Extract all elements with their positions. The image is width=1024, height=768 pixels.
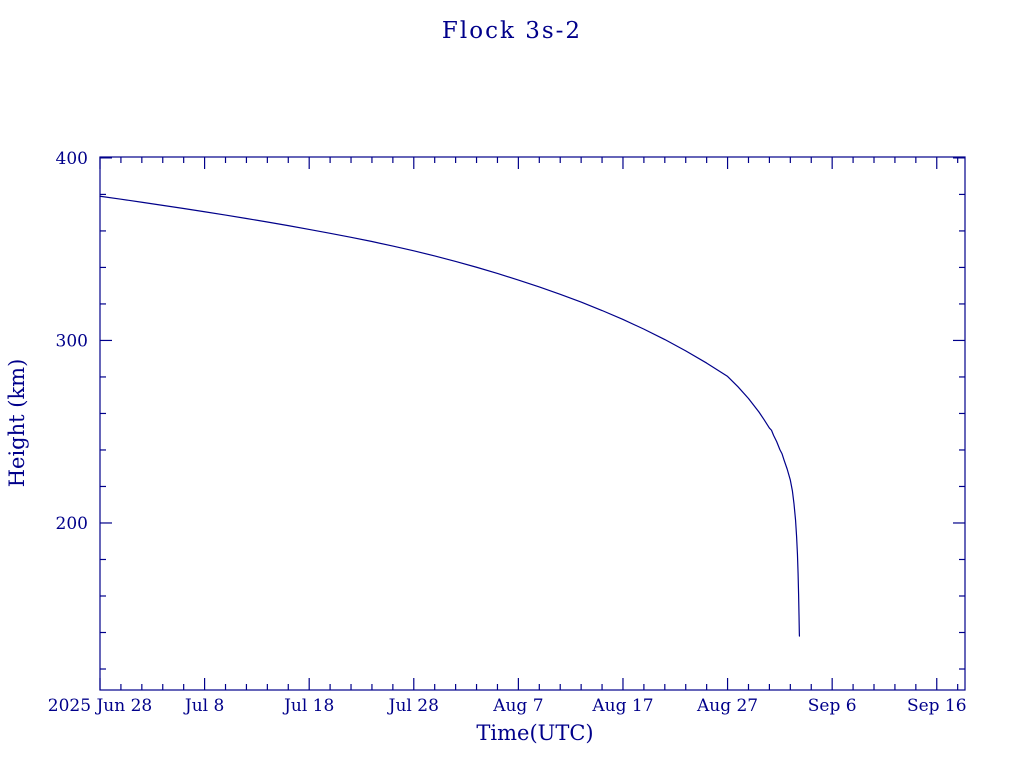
axis-tick-labels: 2025 Jun 28 Jul 8 Jul 18 Jul 28 Aug 7 Aug 17 A…: [48, 149, 967, 716]
y-tick-label: 300: [56, 331, 88, 351]
x-tick-label: Sep 16: [907, 696, 967, 716]
axis-ticks: [99, 157, 965, 690]
y-tick-label: 400: [56, 149, 88, 169]
plot-border: [99, 156, 966, 691]
y-tick-label: 200: [56, 514, 88, 534]
x-tick-label: Jul 28: [387, 696, 439, 716]
x-tick-label: Jul 8: [183, 696, 224, 716]
y-axis-label: Height (km): [5, 359, 29, 488]
x-tick-label: Aug 7: [492, 696, 543, 716]
x-tick-label: Jul 18: [282, 696, 334, 716]
x-tick-label: Sep 6: [808, 696, 857, 716]
decay-curve: [99, 195, 801, 637]
x-tick-label: Aug 17: [591, 696, 653, 716]
x-axis-label: Time(UTC): [476, 721, 593, 745]
chart-title: Flock 3s-2: [442, 18, 582, 44]
data-series: [99, 195, 801, 637]
plot-frame: [99, 156, 966, 691]
x-tick-label: Aug 27: [696, 696, 758, 716]
x-tick-label: 2025 Jun 28: [48, 696, 152, 716]
